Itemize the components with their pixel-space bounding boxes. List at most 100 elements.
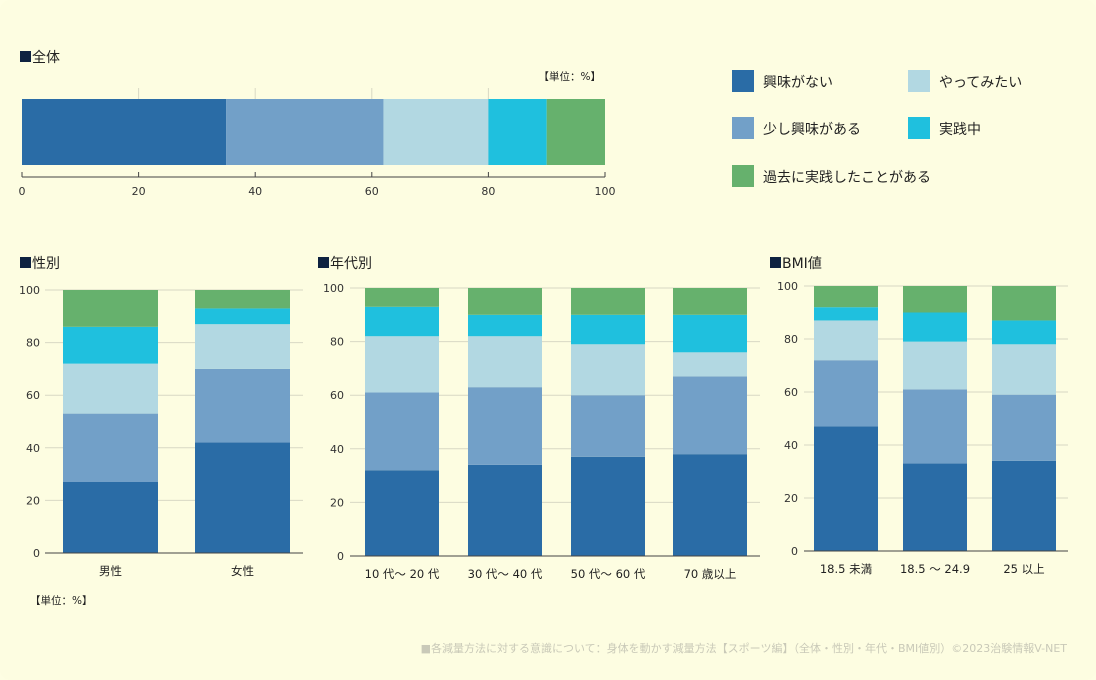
bar-segment-some_interest <box>571 395 645 457</box>
y-tick-label: 100 <box>323 282 344 295</box>
y-tick-label: 20 <box>784 492 798 505</box>
bar-segment-practicing <box>903 312 967 342</box>
bar-segment-practiced_before <box>814 286 878 308</box>
y-tick-label: 80 <box>330 336 344 349</box>
bar-segment-practicing <box>571 314 645 345</box>
section-title: BMI値 <box>782 256 822 272</box>
bar-segment-no_interest <box>22 99 227 165</box>
unit-label-overall: 【単位：%】 <box>539 70 601 83</box>
bar-segment-some_interest <box>903 389 967 464</box>
bar-segment-practicing <box>488 99 547 165</box>
bar-segment-some_interest <box>468 387 542 465</box>
y-tick-label: 100 <box>19 284 40 297</box>
category-label: 18.5 未満 <box>820 562 872 576</box>
x-tick-label: 0 <box>19 185 26 198</box>
bar-segment-want_to_try <box>992 344 1056 395</box>
bar-segment-want_to_try <box>673 352 747 377</box>
bar-segment-no_interest <box>992 460 1056 551</box>
bar-segment-practiced_before <box>571 288 645 315</box>
bar-segment-practiced_before <box>468 288 542 315</box>
bar-segment-no_interest <box>673 454 747 556</box>
category-label: 男性 <box>99 564 122 578</box>
section-title: 年代別 <box>330 256 372 272</box>
bar-segment-some_interest <box>63 413 158 482</box>
unit-label-gender: 【単位：%】 <box>30 594 92 607</box>
bar-segment-practiced_before <box>195 290 290 309</box>
x-tick-label: 20 <box>132 185 146 198</box>
bar-segment-want_to_try <box>903 341 967 390</box>
y-tick-label: 0 <box>791 545 798 558</box>
legend-label-some_interest: 少し興味がある <box>763 122 861 138</box>
category-label: 18.5 ～ 24.9 <box>900 562 970 576</box>
x-tick-label: 100 <box>595 185 616 198</box>
bar-segment-practiced_before <box>365 288 439 307</box>
bar-segment-no_interest <box>571 456 645 556</box>
y-tick-label: 20 <box>330 496 344 509</box>
section-title: 全体 <box>32 49 60 66</box>
legend-swatch-practiced_before <box>732 165 754 187</box>
y-tick-label: 20 <box>26 494 40 507</box>
bar-segment-some_interest <box>226 99 384 165</box>
x-tick-label: 40 <box>248 185 262 198</box>
bar-segment-some_interest <box>673 376 747 455</box>
bar-segment-practiced_before <box>673 288 747 315</box>
section-title-square <box>770 257 781 268</box>
category-label: 70 歳以上 <box>684 567 737 581</box>
y-tick-label: 40 <box>784 439 798 452</box>
footer-credit: ■各減量方法に対する意識について：身体を動かす減量方法【スポーツ編】（全体・性別… <box>421 641 1068 655</box>
legend-label-practicing: 実践中 <box>939 122 981 138</box>
category-label: 25 以上 <box>1003 562 1044 576</box>
y-tick-label: 60 <box>784 386 798 399</box>
category-label: 50 代～ 60 代 <box>571 567 646 581</box>
legend-swatch-want_to_try <box>908 70 930 92</box>
y-tick-label: 60 <box>330 389 344 402</box>
bar-segment-practicing <box>195 308 290 325</box>
category-label: 女性 <box>231 564 254 578</box>
bar-segment-practicing <box>365 306 439 337</box>
category-label: 10 代～ 20 代 <box>365 567 440 581</box>
bar-segment-want_to_try <box>814 320 878 361</box>
legend-label-no_interest: 興味がない <box>763 75 833 91</box>
legend-swatch-some_interest <box>732 117 754 139</box>
section-title: 性別 <box>32 256 60 272</box>
y-tick-label: 100 <box>777 280 798 293</box>
legend-label-practiced_before: 過去に実践したことがある <box>763 170 931 186</box>
bar-segment-practiced_before <box>546 99 605 165</box>
bar-segment-no_interest <box>195 442 290 553</box>
bar-segment-practiced_before <box>903 286 967 313</box>
bar-segment-no_interest <box>63 481 158 553</box>
y-tick-label: 80 <box>784 333 798 346</box>
bar-segment-want_to_try <box>468 336 542 388</box>
bar-segment-want_to_try <box>63 363 158 414</box>
bar-segment-no_interest <box>814 426 878 551</box>
y-tick-label: 40 <box>26 442 40 455</box>
y-tick-label: 80 <box>26 337 40 350</box>
bar-segment-practicing <box>992 320 1056 345</box>
y-tick-label: 60 <box>26 389 40 402</box>
bar-segment-practicing <box>673 314 747 353</box>
bar-segment-no_interest <box>903 463 967 551</box>
bar-segment-want_to_try <box>571 344 645 396</box>
bar-segment-practicing <box>468 314 542 337</box>
bar-segment-no_interest <box>365 470 439 556</box>
legend-swatch-no_interest <box>732 70 754 92</box>
section-title-square <box>318 257 329 268</box>
bar-segment-practiced_before <box>63 290 158 327</box>
x-tick-label: 60 <box>365 185 379 198</box>
bar-segment-practiced_before <box>992 286 1056 321</box>
legend-label-want_to_try: やってみたい <box>939 75 1022 91</box>
bar-segment-practicing <box>814 307 878 321</box>
bar-segment-some_interest <box>814 360 878 427</box>
bar-segment-want_to_try <box>195 324 290 369</box>
x-tick-label: 80 <box>481 185 495 198</box>
bar-segment-some_interest <box>992 394 1056 461</box>
y-tick-label: 0 <box>337 550 344 563</box>
bar-segment-no_interest <box>468 464 542 556</box>
bar-segment-some_interest <box>195 368 290 443</box>
section-title-square <box>20 51 31 62</box>
bar-segment-want_to_try <box>383 99 489 165</box>
legend-swatch-practicing <box>908 117 930 139</box>
bar-segment-practicing <box>63 326 158 364</box>
bar-segment-some_interest <box>365 392 439 471</box>
